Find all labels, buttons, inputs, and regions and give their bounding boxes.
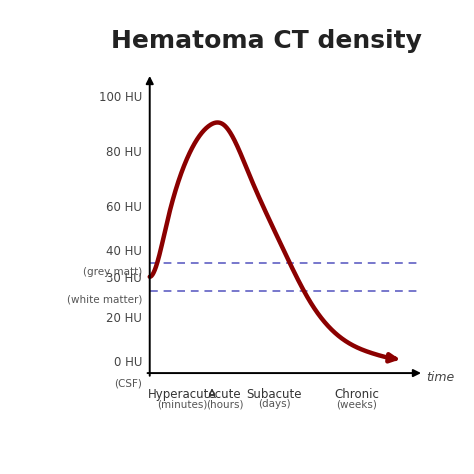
Text: (CSF): (CSF): [114, 379, 142, 389]
Text: (weeks): (weeks): [336, 399, 377, 409]
Text: (grey matt): (grey matt): [83, 267, 142, 277]
Text: Acute: Acute: [208, 388, 241, 401]
Text: 80 HU: 80 HU: [107, 146, 142, 159]
Text: 30 HU: 30 HU: [107, 272, 142, 285]
Text: time: time: [426, 371, 455, 384]
Text: 20 HU: 20 HU: [106, 311, 142, 325]
Text: 60 HU: 60 HU: [106, 201, 142, 214]
Text: (white matter): (white matter): [67, 295, 142, 305]
Text: (hours): (hours): [206, 399, 243, 409]
Text: Hyperacute: Hyperacute: [148, 388, 217, 401]
Text: Chronic: Chronic: [334, 388, 379, 401]
Text: 100 HU: 100 HU: [99, 91, 142, 104]
Text: 0 HU: 0 HU: [114, 356, 142, 369]
Text: Subacute: Subacute: [246, 388, 302, 401]
Text: (minutes): (minutes): [157, 399, 207, 409]
Title: Hematoma CT density: Hematoma CT density: [111, 29, 422, 53]
Text: (days): (days): [258, 399, 291, 409]
Text: 40 HU: 40 HU: [106, 245, 142, 257]
